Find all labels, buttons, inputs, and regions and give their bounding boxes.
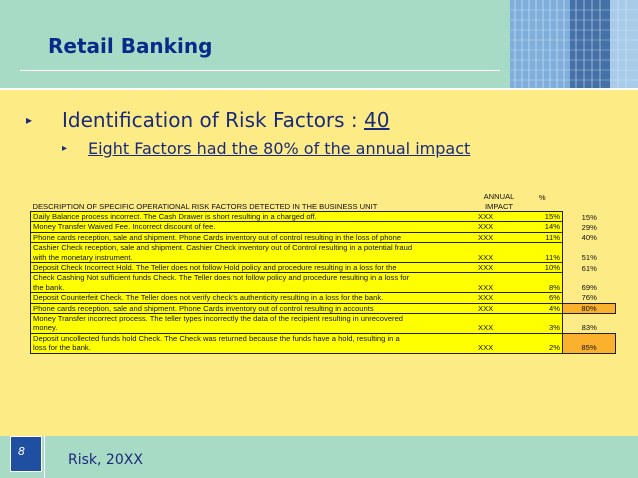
table-row: Deposit Check Incorrect Hold. The Teller… xyxy=(30,262,616,274)
page-number-box xyxy=(10,436,42,472)
building-image xyxy=(510,0,638,89)
risk-factors-count: 40 xyxy=(364,108,390,132)
row-impact: XXX xyxy=(476,242,522,264)
slide-title: Retail Banking xyxy=(48,34,213,58)
row-description: Daily Balance process incorrect. The Cas… xyxy=(30,210,476,223)
row-cumulative: 15% xyxy=(581,212,597,222)
row-percent: 14% xyxy=(522,221,563,233)
row-description-line2: the bank. xyxy=(33,282,65,292)
row-percent: 10% xyxy=(522,262,563,274)
row-cumulative-highlight: 85% xyxy=(562,332,616,354)
row-description-line2: money. xyxy=(33,323,58,333)
row-percent: 11% xyxy=(522,242,563,264)
row-impact: XXX xyxy=(476,231,522,244)
row-description: Phone cards reception, sale and shipment… xyxy=(30,231,476,244)
row-cumulative: 76% xyxy=(581,293,597,303)
bullet-arrow-icon: ▸ xyxy=(62,143,68,154)
footer-text: Risk, 20XX xyxy=(68,452,143,468)
row-percent: 15% xyxy=(522,210,563,223)
title-underline xyxy=(20,70,500,71)
row-impact: XXX xyxy=(476,332,522,354)
row-description-line1: Check Cashing Not sufficient funds Check… xyxy=(33,273,410,283)
bullet-eight-factors-text: Eight Factors had the 80% of the annual … xyxy=(88,139,471,158)
row-impact: XXX xyxy=(476,262,522,274)
header-divider xyxy=(0,88,638,90)
header-annual-impact: ANNUAL IMPACT xyxy=(476,185,522,212)
bullet-risk-factors-text: Identification of Risk Factors : xyxy=(62,108,365,132)
table-row: Deposit uncollected funds hold Check. Th… xyxy=(30,332,616,354)
row-description-line1: Cashier Check reception, sale and shipme… xyxy=(33,243,413,253)
row-percent: 3% xyxy=(522,313,563,334)
row-cumulative: 61% xyxy=(581,263,597,273)
row-description-line2: with the monetary instrument. xyxy=(33,252,133,262)
row-description: Deposit Counterfeit Check. The Teller do… xyxy=(30,292,476,304)
bullet-arrow-icon: ▸ xyxy=(26,113,33,127)
table-row: Cashier Check reception, sale and shipme… xyxy=(30,242,616,264)
page-number: 8 xyxy=(18,445,25,458)
row-percent: 2% xyxy=(522,332,563,354)
row-percent: 4% xyxy=(522,302,563,315)
table-row: Deposit Counterfeit Check. The Teller do… xyxy=(30,292,616,304)
table-row: Phone cards reception, sale and shipment… xyxy=(30,231,616,244)
row-percent: 6% xyxy=(522,292,563,304)
table-row: Check Cashing Not sufficient funds Check… xyxy=(30,272,616,294)
row-cumulative: 83% xyxy=(581,323,597,333)
row-description: Money Transfer incorrect process. The te… xyxy=(30,313,476,334)
row-cumulative: 40% xyxy=(581,233,597,243)
row-description: Phone cards reception, sale and shipment… xyxy=(30,302,476,315)
row-description: Check Cashing Not sufficient funds Check… xyxy=(30,272,476,294)
row-cumulative: 51% xyxy=(581,253,597,263)
header-description: DESCRIPTION OF SPECIFIC OPERATIONAL RISK… xyxy=(30,185,476,212)
footer-divider xyxy=(44,436,45,478)
row-percent: 8% xyxy=(522,272,563,294)
table-header-row: DESCRIPTION OF SPECIFIC OPERATIONAL RISK… xyxy=(30,185,616,212)
row-impact: XXX xyxy=(476,302,522,315)
row-impact: XXX xyxy=(476,272,522,294)
row-cumulative: 69% xyxy=(581,283,597,293)
row-description-line1: Deposit uncollected funds hold Check. Th… xyxy=(33,333,400,343)
header-percent: % xyxy=(522,185,563,212)
row-cumulative-highlight: 80% xyxy=(562,302,616,315)
table-row: Money Transfer incorrect process. The te… xyxy=(30,313,616,334)
row-description: Deposit Check Incorrect Hold. The Teller… xyxy=(30,262,476,274)
header-cumulative xyxy=(562,185,616,212)
row-description: Cashier Check reception, sale and shipme… xyxy=(30,242,476,264)
slide-footer xyxy=(0,436,638,478)
row-description-line1: Money Transfer incorrect process. The te… xyxy=(33,314,404,324)
row-description: Deposit uncollected funds hold Check. Th… xyxy=(30,332,476,354)
row-description: Money Transfer Waived Fee. Incorrect dis… xyxy=(30,221,476,233)
row-impact: XXX xyxy=(476,292,522,304)
row-description-line2: loss for the bank. xyxy=(33,343,91,353)
row-impact: XXX xyxy=(476,210,522,223)
row-percent: 11% xyxy=(522,231,563,244)
row-impact: XXX xyxy=(476,313,522,334)
table-row: Daily Balance process incorrect. The Cas… xyxy=(30,210,616,223)
row-impact: XXX xyxy=(476,221,522,233)
row-cumulative: 29% xyxy=(581,222,597,232)
risk-factors-table: DESCRIPTION OF SPECIFIC OPERATIONAL RISK… xyxy=(30,185,616,354)
table-row: Phone cards reception, sale and shipment… xyxy=(30,302,616,315)
table-row: Money Transfer Waived Fee. Incorrect dis… xyxy=(30,221,616,233)
